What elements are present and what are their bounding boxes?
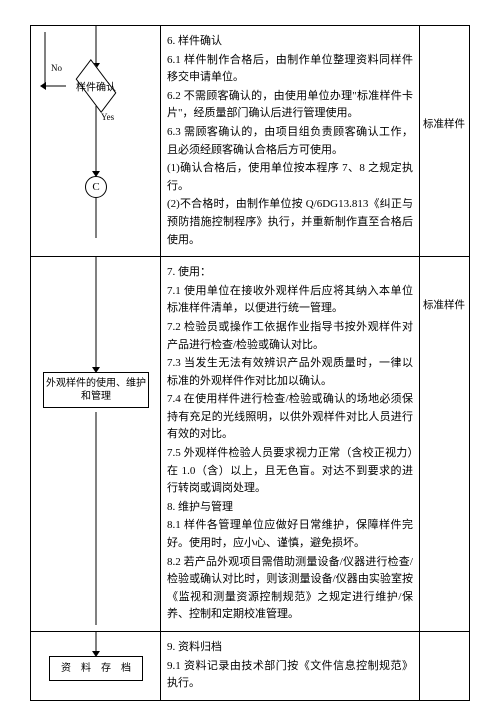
- label-no: No: [51, 63, 62, 73]
- process-table: 样件确认 No Yes C 6. 样件确认 6.1 样件制作合格后，由制作单位整…: [30, 25, 470, 701]
- sec7-p4: 7.4 在使用样件进行检查/检验或确认的场地必须保持有充足的光线照明，以供外观样…: [167, 391, 413, 444]
- process-usage-label: 外观样件的使用、维护和管理: [46, 378, 146, 402]
- process-archive: 资 料 存 档: [49, 656, 143, 681]
- sec6-p1: 6.1 样件制作合格后，由制作单位整理资料同样件移交申请单位。: [167, 52, 413, 87]
- process-usage: 外观样件的使用、维护和管理: [43, 372, 149, 408]
- text-section6: 6. 样件确认 6.1 样件制作合格后，由制作单位整理资料同样件移交申请单位。 …: [161, 26, 419, 256]
- sec7-p5: 7.5 外观样件检验人员要求视力正常（含校正视力）在 1.0（含）以上，且无色盲…: [167, 445, 413, 498]
- label-yes: Yes: [101, 112, 114, 122]
- flow-lines-2: [31, 257, 161, 625]
- process-archive-label: 资 料 存 档: [61, 663, 131, 674]
- sec9-p1: 9.1 资料记录由技术部门按《文件信息控制规范》执行。: [167, 658, 413, 693]
- text-section9: 9. 资料归档 9.1 资料记录由技术部门按《文件信息控制规范》执行。: [161, 632, 419, 700]
- sec6-p3: 6.3 需顾客确认的，由项目组负责顾客确认工作，且必须经顾客确认合格后方可使用。: [167, 124, 413, 159]
- sec8-p1: 8.1 样件各管理单位应做好日常维护，保障样件完好。使用时，应小心、谨慎，避免损…: [167, 517, 413, 552]
- decision-confirm: 样件确认: [66, 68, 126, 104]
- sec7-p2: 7.2 检验员或操作工依据作业指导书按外观样件对产品进行检查/检验或确认对比。: [167, 319, 413, 354]
- sec6-p5: (2)不合格时，由制作单位按 Q/6DG13.813《纠正与预防措施控制程序》执…: [167, 196, 413, 249]
- sec6-p2: 6.2 不需顾客确认的，由使用单位办理"标准样件卡片"，经质量部门确认后进行管理…: [167, 88, 413, 123]
- flow-section78: 外观样件的使用、维护和管理: [31, 257, 160, 625]
- ref-std-1: 标准样件: [420, 26, 469, 137]
- flow-section9: 资 料 存 档: [31, 632, 160, 690]
- arrow: [40, 82, 46, 90]
- sec7-p1: 7.1 使用单位在接收外观样件后应将其纳入本单位标准样件清单，以便进行统一管理。: [167, 283, 413, 318]
- sec6-heading: 6. 样件确认: [167, 33, 413, 51]
- ref-std-2: 标准样件: [420, 257, 469, 318]
- sec8-heading: 8. 维护与管理: [167, 499, 413, 517]
- sec9-heading: 9. 资料归档: [167, 639, 413, 657]
- flow-lines-1: [31, 26, 161, 238]
- sec7-heading: 7. 使用：: [167, 264, 413, 282]
- connector-c: C: [85, 176, 107, 198]
- sec8-p2: 8.2 若产品外观项目需借助测量设备/仪器进行检查/检验或确认对比时，则该测量设…: [167, 554, 413, 624]
- flow-section6: 样件确认 No Yes C: [31, 26, 160, 238]
- decision-confirm-label: 样件确认: [66, 79, 126, 94]
- sec6-p4: (1)确认合格后，使用单位按本程序 7、8 之规定执行。: [167, 160, 413, 195]
- text-section78: 7. 使用： 7.1 使用单位在接收外观样件后应将其纳入本单位标准样件清单，以便…: [161, 257, 419, 631]
- sec7-p3: 7.3 当发生无法有效辨识产品外观质量时，一律以标准的外观样件作对比加以确认。: [167, 355, 413, 390]
